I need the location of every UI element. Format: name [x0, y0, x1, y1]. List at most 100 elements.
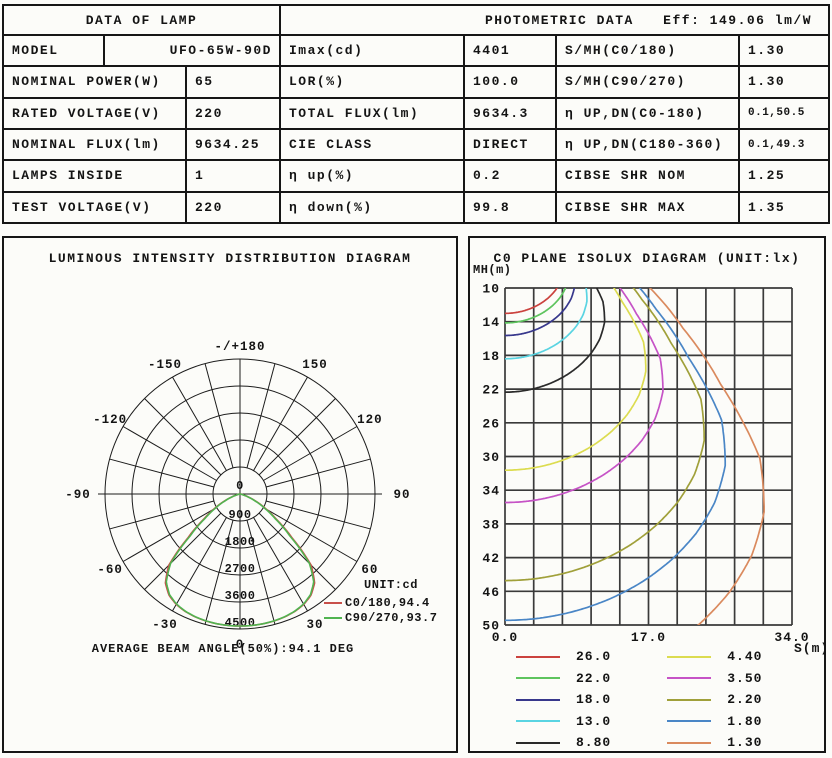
lor-value: 100.0 — [463, 67, 555, 97]
isolux-legend: 26.0 22.0 18.0 13.0 8.80 4.40 3.50 2.20 1.80 1.3… — [470, 646, 824, 754]
polar-angle-label: 30 — [306, 618, 323, 632]
polar-radial-tick: 0 — [236, 479, 244, 493]
polar-grid-spoke — [172, 517, 227, 612]
isolux-curve-22.0 — [505, 288, 567, 324]
photometric-data-label: PHOTOMETRIC DATA — [485, 12, 634, 28]
isolux-legend-swatch — [516, 720, 560, 723]
smh-c90-label: S/MH(C90/270) — [555, 67, 738, 97]
polar-grid-spoke — [172, 376, 227, 471]
isolux-legend-value: 1.80 — [727, 713, 763, 729]
polar-grid-spoke — [246, 519, 276, 625]
isolux-legend-item: 22.0 — [516, 668, 611, 690]
c90-legend-label: C90/270,93.7 — [345, 610, 438, 625]
cie-class-value: DIRECT — [463, 129, 555, 160]
isolux-legend-value: 13.0 — [576, 713, 612, 729]
isolux-legend-item: 2.20 — [667, 689, 762, 711]
polar-angle-label: 0 — [236, 638, 245, 652]
imax-label: Imax(cd) — [279, 36, 463, 66]
isolux-legend-value: 18.0 — [576, 692, 612, 708]
header-photometric-data: PHOTOMETRIC DATA Eff: 149.06 lm/W — [279, 6, 828, 34]
c0-legend-label: C0/180,94.4 — [345, 595, 430, 610]
eta-updn-c0-label: η UP,DN(C0-180) — [555, 98, 738, 128]
polar-angle-label: -120 — [93, 413, 127, 427]
isolux-y-tick: 26 — [482, 416, 500, 431]
luminous-intensity-panel: LUMINOUS INTENSITY DISTRIBUTION DIAGRAM … — [2, 236, 458, 753]
isolux-chart-svg: 10 14 18 22 26 30 34 38 42 46 500.0 17.0 34.0 — [482, 282, 809, 646]
polar-grid-spoke — [265, 500, 371, 530]
isolux-y-tick: 34 — [482, 484, 500, 499]
isolux-x-tick: 34.0 — [774, 630, 809, 645]
legend-item-c0: C0/180,94.4 — [324, 595, 437, 610]
nominal-power-label: NOMINAL POWER(W) — [12, 74, 161, 90]
polar-grid-spoke — [265, 458, 371, 488]
polar-radial-tick: 3600 — [225, 589, 256, 603]
isolux-legend-swatch — [516, 698, 560, 701]
lamps-inside-label: LAMPS INSIDE — [12, 168, 124, 184]
nominal-flux-value: 9634.25 — [185, 129, 279, 160]
eta-down-label: η down(%) — [279, 192, 463, 222]
eta-updn-c0-value: 0.1,50.5 — [738, 98, 828, 128]
header-data-of-lamp: DATA OF LAMP — [85, 12, 198, 28]
isolux-curve-1.30 — [648, 288, 765, 625]
isolux-y-tick: 10 — [482, 282, 500, 297]
table-row-rated-voltage: RATED VOLTAGE(V) 220 TOTAL FLUX(lm) 9634… — [4, 96, 828, 128]
cibse-shr-nom-value: 1.25 — [738, 161, 828, 191]
cie-class-label: CIE CLASS — [279, 129, 463, 160]
lamp-data-table: DATA OF LAMP PHOTOMETRIC DATA Eff: 149.0… — [2, 4, 830, 224]
polar-curve-c90 — [165, 493, 315, 627]
test-voltage-label: TEST VOLTAGE(V) — [12, 199, 152, 215]
polar-chart-svg: -/+180 150 120 90 60 30 0 -30 -60 -90 -120 -150 0 900… — [65, 340, 409, 652]
polar-grid-spoke — [204, 363, 234, 469]
smh-c0-value: 1.30 — [738, 36, 828, 66]
isolux-curve-2.20 — [505, 288, 706, 582]
isolux-curve-1.80 — [505, 288, 727, 622]
isolux-legend-column-2: 4.40 3.50 2.20 1.80 1.30 — [667, 646, 762, 754]
table-row-lamps-inside: LAMPS INSIDE 1 η up(%) 0.2 CIBSE SHR NOM… — [4, 159, 828, 191]
test-voltage-value: 220 — [185, 192, 279, 222]
isolux-y-tick: 18 — [482, 349, 500, 364]
isolux-legend-value: 26.0 — [576, 649, 612, 665]
isolux-legend-item: 8.80 — [516, 732, 611, 754]
isolux-y-tick: 30 — [482, 450, 500, 465]
polar-radial-tick: 2700 — [225, 562, 256, 576]
model-value: UFO-65W-90D — [103, 36, 279, 66]
polar-grid-spoke — [246, 363, 276, 469]
isolux-x-tick: 17.0 — [631, 630, 666, 645]
isolux-legend-item: 3.50 — [667, 668, 762, 690]
nominal-flux-label: NOMINAL FLUX(lm) — [12, 137, 161, 153]
polar-chart-title: LUMINOUS INTENSITY DISTRIBUTION DIAGRAM — [48, 251, 412, 266]
isolux-ylabel: MH(m) — [473, 263, 512, 277]
isolux-legend-item: 1.30 — [667, 732, 762, 754]
beam-angle-caption: AVERAGE BEAM ANGLE(50%):94.1 DEG — [91, 642, 355, 656]
isolux-legend-item: 13.0 — [516, 711, 611, 733]
polar-legend: UNIT:cd C0/180,94.4 C90/270,93.7 — [324, 578, 437, 625]
isolux-legend-swatch — [516, 677, 560, 680]
cibse-shr-max-label: CIBSE SHR MAX — [555, 192, 738, 222]
isolux-legend-item: 1.80 — [667, 711, 762, 733]
isolux-legend-item: 26.0 — [516, 646, 611, 668]
polar-angle-label: -30 — [152, 618, 178, 632]
polar-angle-label: 120 — [357, 413, 383, 427]
isolux-curve-13.0 — [505, 288, 588, 360]
isolux-legend-swatch — [516, 741, 560, 744]
isolux-legend-item: 4.40 — [667, 646, 762, 668]
polar-grid-spoke — [258, 512, 336, 590]
polar-grid-spoke — [144, 512, 222, 590]
polar-angle-label: -150 — [148, 358, 182, 372]
polar-grid-spoke — [109, 500, 215, 530]
model-label: MODEL — [12, 43, 59, 59]
isolux-curve-8.80 — [505, 288, 606, 394]
polar-angle-label: -60 — [97, 563, 123, 577]
isolux-panel: C0 PLANE ISOLUX DIAGRAM (UNIT:lx) MH(m) … — [468, 236, 828, 754]
isolux-legend-swatch — [667, 655, 712, 658]
polar-angle-label: -/+180 — [214, 340, 265, 354]
isolux-y-tick: 50 — [482, 619, 500, 634]
efficacy-value: Eff: 149.06 lm/W — [663, 12, 812, 28]
isolux-legend-value: 1.30 — [727, 735, 763, 751]
polar-grid-spoke — [258, 398, 336, 476]
isolux-y-tick: 38 — [482, 517, 500, 532]
cibse-shr-max-value: 1.35 — [738, 192, 828, 222]
table-row-nominal-flux: NOMINAL FLUX(lm) 9634.25 CIE CLASS DIREC… — [4, 127, 828, 160]
isolux-y-tick: 46 — [482, 585, 500, 600]
